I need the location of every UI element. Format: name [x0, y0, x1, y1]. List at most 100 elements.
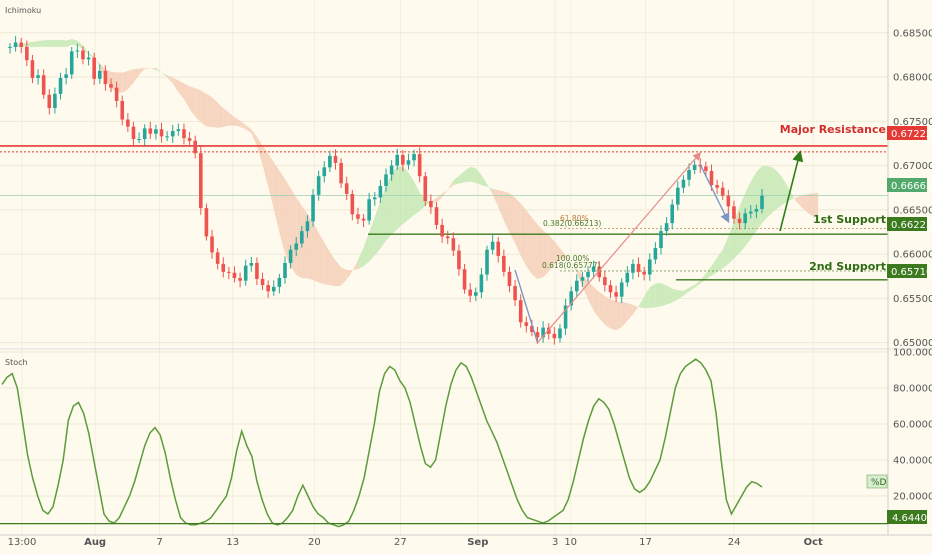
cloud-segment — [386, 173, 392, 241]
cloud-segment — [279, 170, 285, 254]
candle-body — [271, 286, 276, 292]
cloud-segment — [812, 192, 819, 216]
candle-body — [92, 57, 96, 79]
cloud-segment — [256, 136, 263, 165]
cloud-segment — [610, 299, 617, 331]
candle-body — [445, 236, 450, 239]
candle-body — [496, 241, 501, 256]
cloud-segment — [621, 301, 628, 328]
candle-body — [676, 187, 680, 205]
cloud-segment — [728, 221, 734, 264]
cloud-segment — [705, 265, 712, 280]
candle-body — [473, 292, 478, 296]
fib-lower-1-label: 100.00% — [556, 254, 589, 263]
cloud-segment — [531, 217, 538, 279]
cloud-segment — [458, 171, 465, 184]
candle-body — [361, 218, 366, 221]
price-tick-label: 0.66500 — [893, 205, 932, 216]
cloud-segment — [116, 72, 123, 93]
cloud-segment — [189, 86, 196, 117]
fib-upper-2-label: 0.382(0.66213) — [543, 219, 601, 228]
cloud-segment — [616, 301, 622, 331]
stoch-tick-label: 100.0000 — [893, 348, 932, 359]
candle-body — [586, 271, 590, 278]
cloud-segment — [515, 197, 521, 256]
candle-body — [69, 51, 74, 75]
candle-body — [642, 271, 646, 275]
cloud-segment — [806, 193, 813, 216]
candle-body — [300, 231, 304, 244]
candle-body — [322, 167, 327, 177]
cloud-segment — [397, 166, 403, 230]
price-tick-label: 0.68500 — [893, 28, 932, 39]
cloud-segment — [357, 247, 364, 269]
time-tick-label: 10 — [564, 537, 577, 548]
candle-body — [159, 129, 164, 137]
cloud-segment — [200, 90, 207, 127]
cloud-segment — [689, 284, 695, 292]
stoch-series-tag-text: %D — [871, 478, 887, 488]
candle-body — [535, 332, 540, 338]
cloud-segment — [559, 248, 566, 260]
candle-body — [743, 213, 747, 224]
candle-body — [266, 285, 270, 292]
stoch-panel-label: Stoch — [5, 358, 28, 367]
time-tick-label: 20 — [308, 537, 321, 548]
cloud-segment — [756, 166, 762, 232]
first-support-label: 1st Support — [813, 213, 886, 226]
candle-body — [754, 208, 759, 212]
stoch-tick-label: 40.0000 — [893, 456, 932, 467]
cloud-segment — [638, 296, 645, 309]
fib-upper-1-label: 61.80% — [560, 214, 589, 223]
time-tick-label: Aug — [84, 537, 106, 548]
cloud-segment — [672, 288, 678, 303]
cloud-segment — [475, 168, 482, 186]
candle-body — [339, 162, 343, 184]
current-price-tag — [887, 178, 927, 192]
candle-body — [614, 292, 618, 297]
cloud-segment — [133, 68, 140, 83]
cloud-segment — [369, 216, 375, 262]
candle-body — [36, 75, 40, 78]
projection-down-leg — [514, 269, 539, 343]
candle-body — [748, 211, 753, 214]
cloud-segment — [212, 97, 218, 128]
cloud-segment — [762, 166, 768, 224]
candle-body — [131, 126, 136, 140]
cloud-segment — [576, 268, 583, 287]
candle-body — [210, 236, 214, 253]
cloud-segment — [442, 189, 448, 198]
candle-body — [305, 221, 310, 232]
cloud-segment — [543, 230, 549, 278]
cloud-segment — [172, 77, 179, 93]
candle-body — [193, 140, 197, 154]
cloud-segment — [660, 283, 667, 307]
time-tick-label: 7 — [156, 537, 162, 548]
cloud-segment — [481, 174, 488, 187]
cloud-segment — [155, 67, 162, 73]
cloud-segment — [627, 303, 633, 321]
cloud-segment — [329, 251, 336, 287]
cloud-segment — [161, 72, 168, 78]
cloud-segment — [183, 83, 190, 109]
level-lines — [0, 145, 888, 281]
candle-body — [619, 282, 624, 297]
candle-body — [109, 84, 113, 88]
time-tick-label: 13 — [226, 537, 239, 548]
candle-body — [546, 327, 551, 334]
cloud-segment — [324, 242, 330, 286]
cloud-segment — [717, 249, 723, 272]
stoch-panel — [0, 358, 888, 528]
cloud-segment — [352, 259, 358, 272]
stoch-series-tag — [866, 474, 888, 489]
candle-body — [238, 278, 242, 281]
cloud-segment — [363, 232, 370, 267]
candle-body — [19, 42, 24, 47]
candle-body — [541, 327, 545, 338]
candle-body — [401, 154, 405, 165]
candle-body — [434, 207, 439, 225]
cloud-segment — [498, 190, 504, 221]
candle-body — [288, 249, 293, 263]
candle-body — [412, 154, 416, 161]
